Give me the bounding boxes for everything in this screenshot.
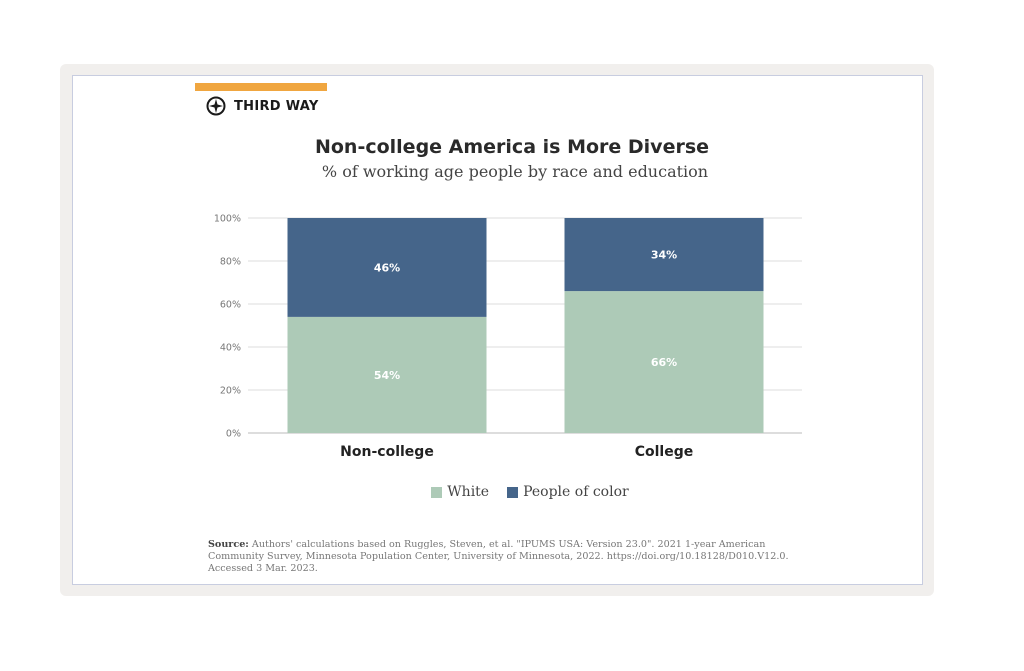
legend-swatch: [507, 486, 519, 498]
brand-accent-bar: [195, 83, 327, 91]
third-way-logo: THIRD WAY: [206, 96, 319, 116]
chart-title: Non-college America is More Diverse: [314, 136, 710, 158]
y-tick-label: 100%: [214, 214, 241, 225]
y-tick-label: 0%: [226, 429, 241, 440]
x-category-label: Non-college: [340, 444, 434, 460]
legend-label: People of color: [523, 484, 629, 500]
data-label: 54%: [374, 369, 400, 382]
y-tick-label: 60%: [220, 300, 241, 311]
chart-card: [72, 75, 923, 585]
legend-swatch: [431, 486, 443, 498]
x-category-label: College: [635, 444, 694, 460]
data-label: 34%: [651, 249, 677, 262]
data-label: 66%: [651, 356, 677, 369]
legend-label: White: [447, 484, 490, 500]
source-text: Authors' calculations based on Ruggles, …: [208, 539, 789, 574]
bar-segment: [564, 291, 764, 433]
y-tick-label: 40%: [220, 343, 241, 354]
legend: White People of color: [0, 484, 1024, 500]
y-tick-label: 80%: [220, 257, 241, 268]
bar-segment: [564, 218, 764, 292]
legend-item-people-of-color: People of color: [507, 484, 629, 500]
chart-subtitle: % of working age people by race and educ…: [321, 162, 709, 181]
bar-segment: [287, 316, 487, 433]
source-label: Source:: [208, 539, 249, 550]
source-note: Source: Authors' calculations based on R…: [208, 539, 808, 575]
compass-icon: [206, 96, 226, 116]
legend-item-white: White: [431, 484, 489, 500]
bar-segment: [287, 218, 487, 317]
data-label: 46%: [374, 261, 400, 274]
y-tick-label: 20%: [220, 386, 241, 397]
brand-name: THIRD WAY: [234, 98, 319, 114]
